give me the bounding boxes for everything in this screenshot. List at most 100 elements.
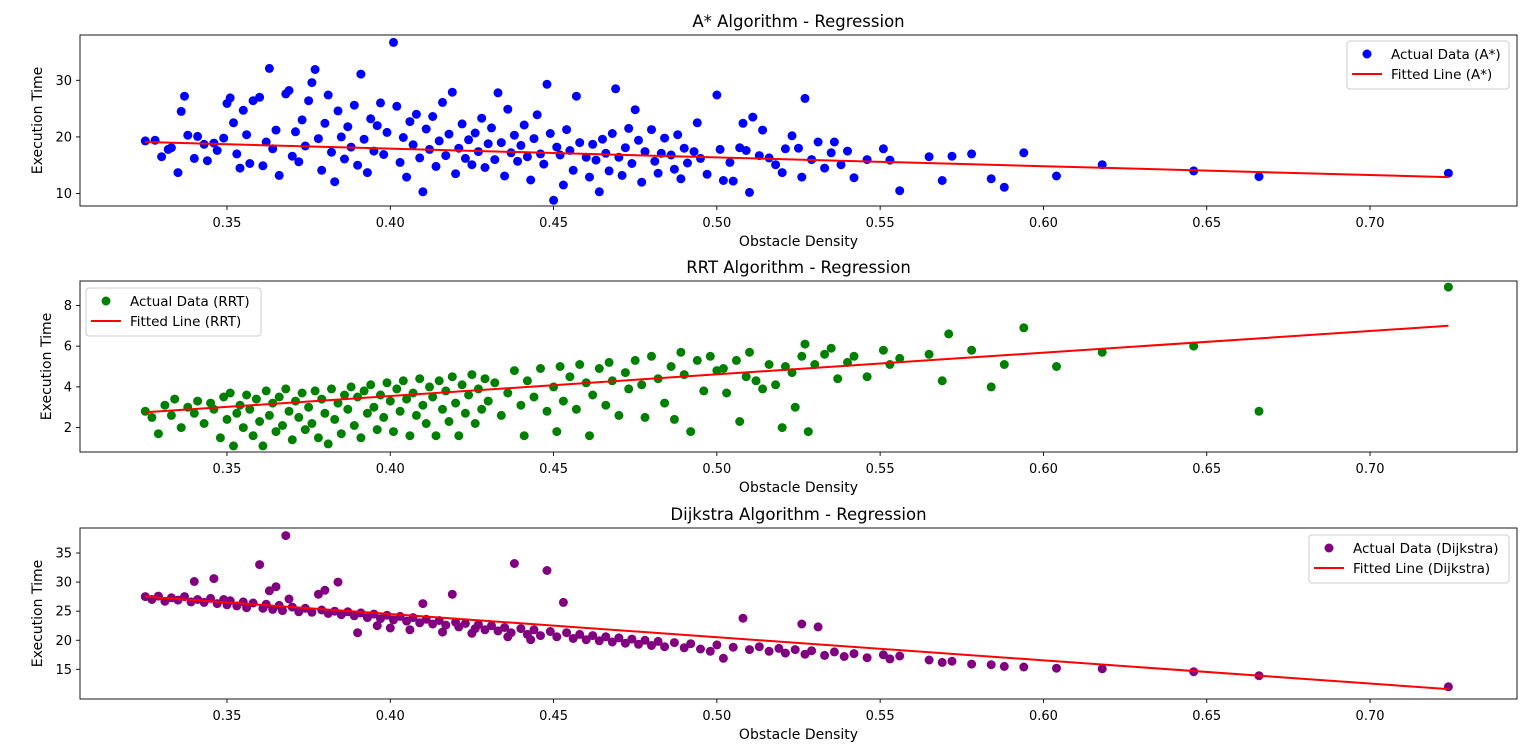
axes-frame [79, 34, 1518, 207]
scatter-point [343, 404, 353, 414]
scatter-point [836, 160, 846, 170]
scatter-point [222, 414, 232, 424]
scatter-point [604, 166, 614, 176]
scatter-point [320, 118, 330, 128]
scatter-point [712, 90, 722, 100]
scatter-point [470, 419, 480, 428]
scatter-point [503, 388, 513, 398]
scatter-point [447, 589, 457, 599]
scatter-point [571, 404, 581, 414]
y-tick-label: 20 [55, 634, 72, 649]
scatter-point [843, 146, 852, 156]
scatter-point [271, 125, 281, 135]
x-tick-label: 0.35 [212, 216, 241, 231]
scatter-point [829, 647, 839, 657]
scatter-point [741, 146, 751, 155]
scatter-point [1019, 662, 1029, 672]
scatter-point [536, 149, 545, 159]
scatter-point [294, 157, 304, 167]
scatter-point [660, 398, 670, 408]
scatter-point [895, 186, 905, 196]
scatter-point [441, 620, 451, 630]
scatter-point [829, 137, 839, 147]
scatter-point [258, 161, 268, 171]
scatter-point [454, 622, 464, 632]
scatter-point [878, 650, 888, 660]
scatter-point [1189, 341, 1199, 351]
legend-marker-scatter [1324, 543, 1334, 553]
scatter-point [307, 78, 317, 88]
scatter-point [264, 410, 274, 420]
scatter-point [379, 150, 389, 159]
scatter-point [758, 384, 768, 394]
scatter-point [624, 384, 634, 394]
scatter-point [451, 169, 461, 179]
x-tick-label: 0.35 [212, 709, 241, 724]
scatter-point [924, 349, 934, 359]
scatter-point [986, 382, 996, 392]
scatter-point [431, 431, 441, 441]
x-tick-label: 0.40 [376, 462, 405, 477]
scatter-point [189, 408, 199, 418]
scatter-point [637, 380, 647, 390]
x-tick-label: 0.55 [866, 462, 895, 477]
scatter-point [274, 392, 284, 402]
scatter-point [166, 410, 176, 420]
scatter-point [826, 148, 836, 158]
scatter-point [967, 149, 977, 159]
scatter-point [526, 175, 536, 185]
scatter-point [666, 362, 676, 371]
scatter-point [310, 65, 320, 74]
scatter-point [594, 364, 604, 373]
scatter-point [313, 589, 323, 599]
y-tick-label: 8 [64, 299, 72, 314]
y-tick-label: 15 [55, 663, 72, 678]
y-axis-label: Execution Time [39, 313, 55, 420]
scatter-point [242, 390, 252, 400]
scatter-point [696, 644, 705, 654]
scatter-point [591, 155, 601, 165]
scatter-point [790, 645, 800, 655]
scatter-point [999, 661, 1009, 671]
scatter-point [718, 653, 728, 663]
scatter-point [300, 425, 310, 435]
scatter-point [565, 372, 575, 382]
x-tick-label: 0.35 [212, 462, 241, 477]
scatter-point [464, 135, 474, 145]
scatter-point [516, 140, 526, 150]
scatter-point [1254, 172, 1264, 182]
scatter-point [209, 574, 219, 584]
scatter-point [392, 384, 402, 394]
scatter-point [647, 125, 656, 135]
y-tick-label: 30 [55, 74, 72, 89]
scatter-point [1097, 347, 1107, 357]
scatter-point [771, 380, 781, 390]
scatter-point [398, 376, 408, 386]
chart-title: A* Algorithm - Regression [692, 12, 904, 31]
scatter-point [460, 618, 470, 628]
scatter-point [669, 414, 679, 424]
scatter-point [519, 120, 529, 130]
scatter-point [147, 412, 157, 422]
chart-title: RRT Algorithm - Regression [686, 258, 911, 277]
scatter-point [640, 147, 650, 157]
scatter-point [653, 636, 663, 646]
scatter-point [291, 127, 300, 137]
scatter-point [967, 659, 977, 669]
scatter-point [986, 174, 996, 184]
scatter-point [353, 160, 363, 170]
scatter-point [353, 628, 363, 638]
scatter-point [679, 643, 689, 653]
scatter-point [751, 376, 761, 386]
scatter-point [232, 408, 242, 418]
scatter-point [718, 364, 728, 373]
scatter-point [771, 160, 781, 170]
scatter-point [317, 165, 327, 175]
scatter-point [444, 417, 454, 426]
scatter-point [627, 634, 637, 644]
scatter-point [741, 372, 751, 382]
scatter-point [509, 559, 519, 568]
scatter-point [715, 144, 725, 154]
scatter-point [839, 652, 849, 661]
